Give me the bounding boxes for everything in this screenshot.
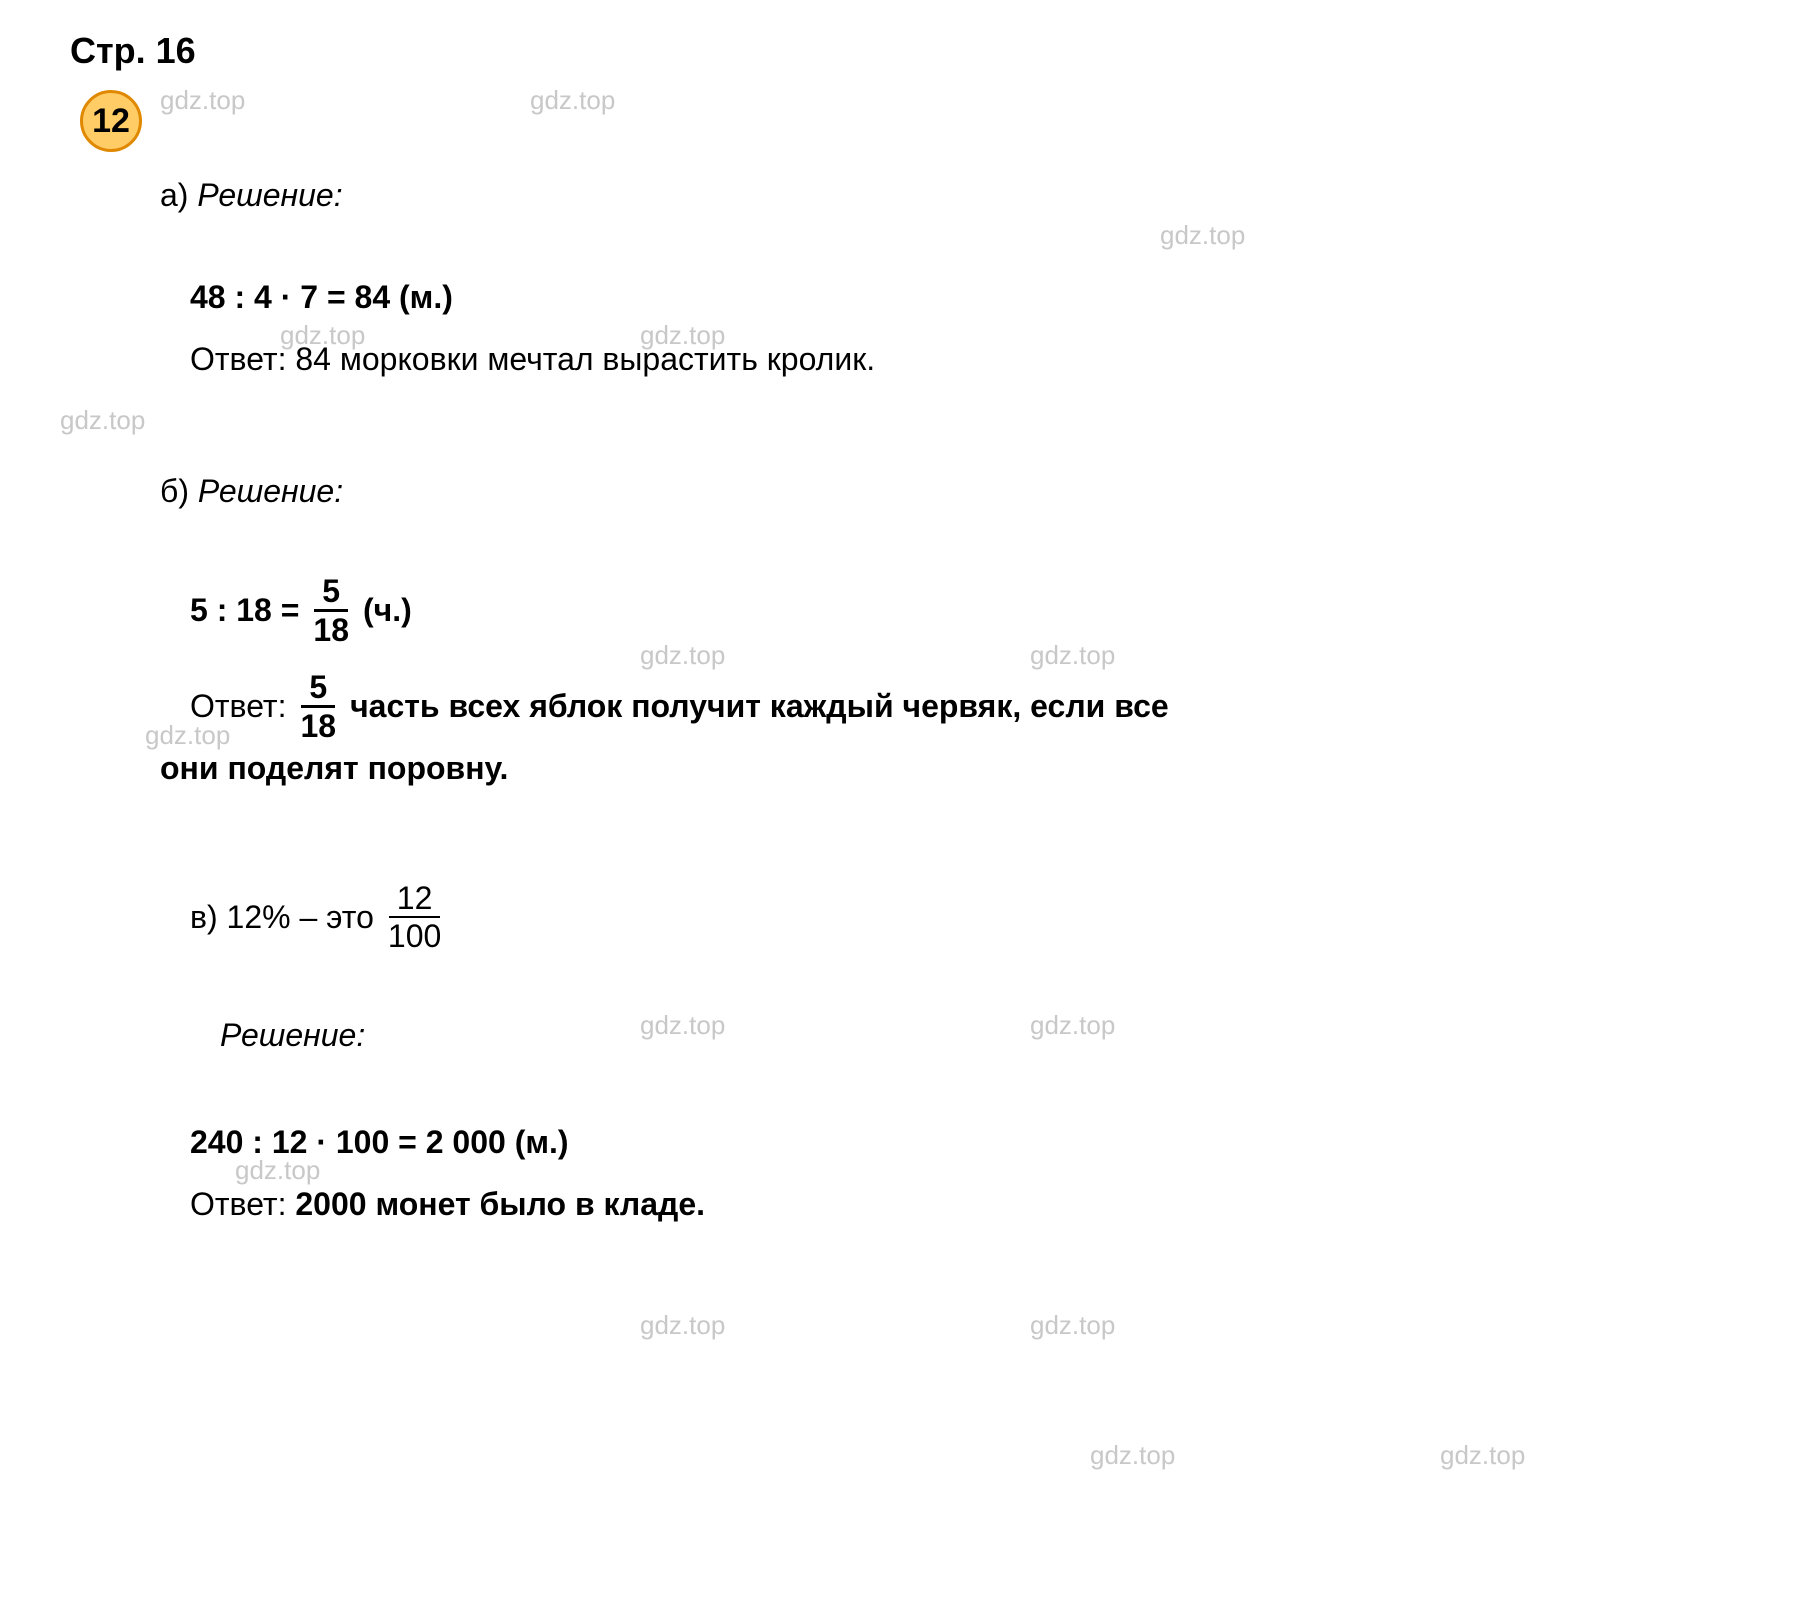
answer-prefix: Ответ: [190, 688, 286, 725]
equation-suffix: (ч.) [363, 592, 412, 629]
answer-text: 2000 монет было в кладе. [295, 1186, 705, 1222]
part-b-letter: б) [160, 473, 189, 509]
equation-fraction: 5 18 [305, 575, 357, 646]
part-c-intro: в) 12% – это 12 100 [190, 882, 1723, 952]
part-a-solution-label: Решение: [197, 177, 342, 213]
answer-text: 84 морковки мечтал вырастить кролик. [295, 341, 875, 377]
frac-num: 5 [314, 575, 348, 612]
part-b-label: б) Решение: [160, 473, 1723, 510]
part-b-equation: 5 : 18 = 5 18 (ч.) [190, 575, 1723, 646]
answer-text-1: часть всех яблок получит каждый червяк, … [350, 688, 1169, 725]
part-a-equation: 48 : 4 · 7 = 84 (м.) [190, 279, 1723, 316]
frac-den: 18 [305, 612, 357, 646]
part-c-solution-label: Решение: [220, 1017, 1723, 1054]
answer-prefix: Ответ: [190, 1186, 295, 1222]
intro-prefix: 12% – это [227, 899, 374, 936]
part-a-label: а) Решение: [160, 177, 1723, 214]
watermark: gdz.top [160, 85, 245, 116]
watermark: gdz.top [1440, 1440, 1525, 1471]
watermark: gdz.top [640, 1310, 725, 1341]
part-b-answer-line2: они поделят поровну. [160, 750, 1723, 787]
part-c-letter: в) [190, 899, 218, 936]
frac-den: 100 [380, 918, 449, 952]
watermark: gdz.top [1090, 1440, 1175, 1471]
page-header: Стр. 16 [70, 30, 1723, 72]
intro-fraction: 12 100 [380, 882, 449, 952]
answer-prefix: Ответ: [190, 341, 295, 377]
problem-number-badge: 12 [80, 90, 142, 152]
part-a-letter: а) [160, 177, 188, 213]
part-a: а) Решение: 48 : 4 · 7 = 84 (м.) Ответ: … [160, 177, 1723, 378]
part-a-answer: Ответ: 84 морковки мечтал вырастить крол… [190, 341, 1723, 378]
part-c: в) 12% – это 12 100 Решение: 240 : 12 · … [160, 882, 1723, 1223]
answer-fraction: 5 18 [292, 671, 344, 742]
part-c-answer: Ответ: 2000 монет было в кладе. [190, 1186, 1723, 1223]
frac-num: 12 [389, 882, 441, 918]
frac-num: 5 [301, 671, 335, 708]
part-b: б) Решение: 5 : 18 = 5 18 (ч.) Ответ: 5 … [160, 473, 1723, 787]
equation-prefix: 5 : 18 = [190, 592, 299, 629]
part-b-answer-line1: Ответ: 5 18 часть всех яблок получит каж… [190, 671, 1723, 742]
part-c-equation: 240 : 12 · 100 = 2 000 (м.) [190, 1124, 1723, 1161]
part-b-solution-label: Решение: [198, 473, 343, 509]
frac-den: 18 [292, 708, 344, 742]
watermark: gdz.top [1030, 1310, 1115, 1341]
watermark: gdz.top [530, 85, 615, 116]
